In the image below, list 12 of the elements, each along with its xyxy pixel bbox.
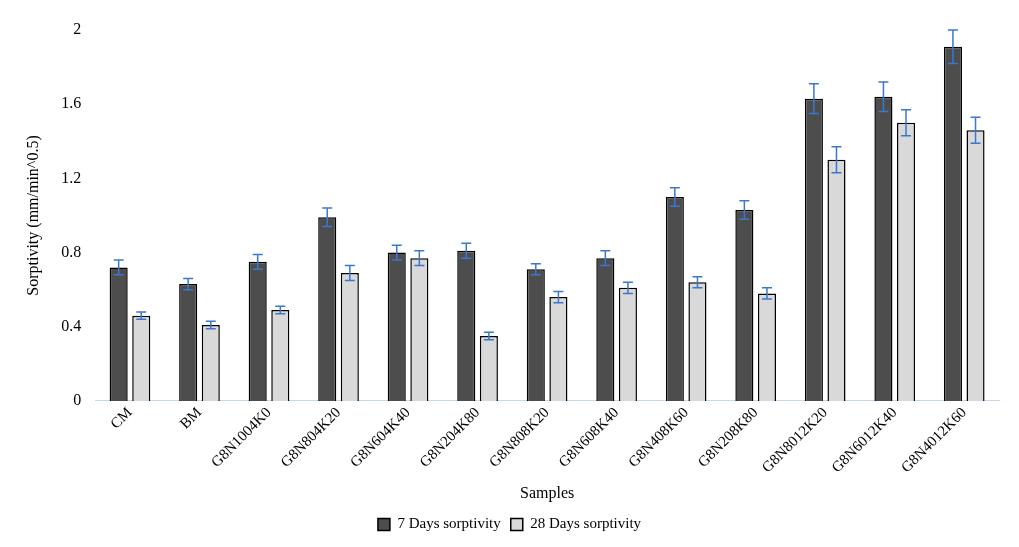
x-tick-label: CM xyxy=(107,403,135,432)
y-tick-label: 1.2 xyxy=(61,168,82,186)
y-tick-label: 0.8 xyxy=(61,242,82,260)
y-axis-title: Sorptivity (mm/min^0.5) xyxy=(23,135,42,296)
y-tick-label: 0 xyxy=(73,391,82,409)
y-tick-label: 0.4 xyxy=(61,316,82,334)
x-tick-label: BM xyxy=(176,403,205,432)
x-axis-title: Samples xyxy=(519,483,575,502)
legend-label: 7 Days sorptivity xyxy=(397,515,502,532)
y-tick-label: 1.6 xyxy=(61,94,82,112)
y-tick-label: 2 xyxy=(73,20,82,38)
legend-label: 28 Days sorptivity xyxy=(530,515,642,532)
